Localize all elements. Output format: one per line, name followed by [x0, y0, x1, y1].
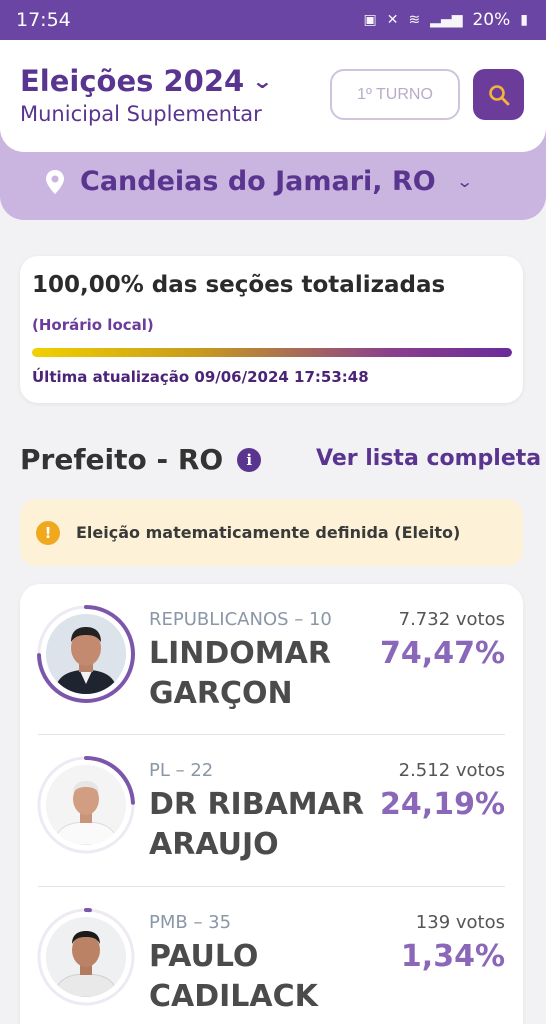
search-icon [488, 84, 509, 105]
candidate-name-line: CADILACK [149, 979, 318, 1014]
candidate-name: DR RIBAMAR ARAUJO [149, 785, 364, 865]
vote-share-ring [37, 605, 135, 703]
elected-alert: ! Eleição matematicamente definida (Elei… [20, 499, 523, 566]
status-bar: 17:54 ▣ ✕ ≋ ▂▄▆ 20% ▮ [0, 0, 546, 40]
search-button[interactable] [473, 69, 524, 120]
chevron-down-icon: ⌄ [251, 69, 274, 93]
turno-button[interactable]: 1º TURNO [330, 69, 460, 120]
candidate-name-line: LINDOMAR [149, 636, 331, 671]
candidate-row[interactable]: PMB – 35 PAULO CADILACK 139 votos 1,34% [20, 887, 523, 1024]
candidate-votes: 7.732 votos [398, 609, 505, 630]
results-list: REPUBLICANOS – 10 LINDOMAR GARÇON 7.732 … [20, 584, 523, 1024]
candidate-row[interactable]: PL – 22 DR RIBAMAR ARAUJO 2.512 votos 24… [20, 735, 523, 885]
candidate-percentage: 24,19% [380, 787, 505, 822]
candidate-percentage: 1,34% [400, 939, 505, 974]
candidate-party: REPUBLICANOS – 10 [149, 609, 332, 630]
last-update: Última atualização 09/06/2024 17:53:48 [32, 368, 369, 386]
totalization-progress-bar [32, 348, 512, 357]
progress-fill [32, 348, 512, 357]
status-time: 17:54 [16, 9, 71, 31]
totalization-card: 100,00% das seções totalizadas (Horário … [20, 256, 523, 403]
section-heading: Prefeito - RO i [20, 443, 262, 476]
candidate-votes: 139 votos [415, 912, 505, 933]
location-pin-icon [46, 169, 64, 194]
timezone-note: (Horário local) [32, 316, 154, 334]
chevron-down-icon: ⌄ [455, 172, 474, 191]
info-icon[interactable]: i [237, 447, 262, 472]
location-selector[interactable]: Candeias do Jamari, RO ⌄ [44, 166, 474, 197]
location-name: Candeias do Jamari, RO [80, 166, 436, 197]
candidate-name-line: ARAUJO [149, 827, 279, 862]
totalization-title: 100,00% das seções totalizadas [32, 272, 446, 298]
election-selector[interactable]: Eleições 2024 ⌄ [20, 64, 274, 98]
candidate-name: LINDOMAR GARÇON [149, 634, 331, 714]
candidate-avatar [36, 907, 136, 1007]
divider [38, 886, 505, 887]
candidate-avatar [36, 755, 136, 855]
warning-icon: ! [36, 520, 60, 545]
signal-icon: ▂▄▆ [430, 12, 463, 28]
status-icons: ▣ ✕ ≋ ▂▄▆ 20% ▮ [363, 10, 528, 30]
candidate-party: PMB – 35 [149, 912, 232, 933]
candidate-name-line: DR RIBAMAR [149, 787, 364, 822]
mute-icon: ✕ [386, 12, 399, 28]
battery-level: 20% [472, 10, 511, 30]
section-title: Prefeito - RO [20, 443, 224, 476]
candidate-name: PAULO CADILACK [149, 937, 318, 1017]
candidate-photo [46, 917, 126, 997]
candidate-photo [46, 765, 126, 845]
wifi-icon: ≋ [408, 12, 421, 28]
see-full-list-link[interactable]: Ver lista completa [316, 446, 542, 471]
page-subtitle: Municipal Suplementar [20, 102, 262, 126]
candidate-party: PL – 22 [149, 760, 214, 781]
alert-text: Eleição matematicamente definida (Eleito… [76, 523, 461, 542]
candidate-percentage: 74,47% [380, 636, 505, 671]
candidate-name-line: GARÇON [149, 676, 293, 711]
vote-share-ring [37, 908, 135, 1006]
candidate-avatar [36, 604, 136, 704]
candidate-votes: 2.512 votos [398, 760, 505, 781]
candidate-row[interactable]: REPUBLICANOS – 10 LINDOMAR GARÇON 7.732 … [20, 584, 523, 734]
notification-icon: ▣ [363, 12, 377, 28]
divider [38, 734, 505, 735]
battery-icon: ▮ [520, 12, 528, 28]
vote-share-ring [37, 756, 135, 854]
candidate-name-line: PAULO [149, 939, 259, 974]
page-title: Eleições 2024 [20, 64, 245, 98]
candidate-photo [46, 614, 126, 694]
